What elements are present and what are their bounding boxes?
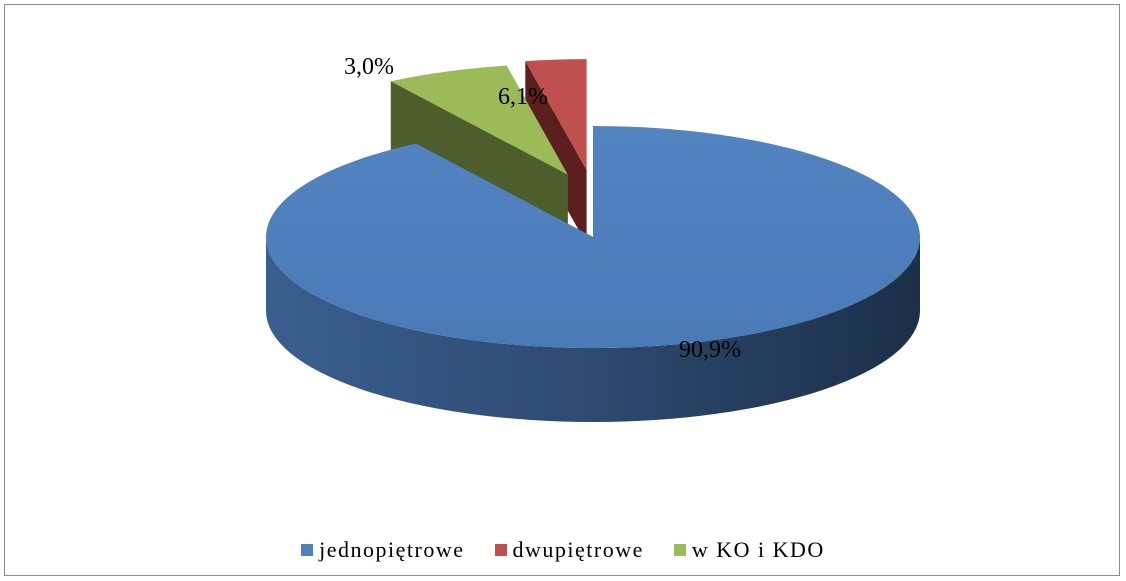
legend-swatch <box>673 544 686 556</box>
legend-label: dwupiętrowe <box>512 537 644 562</box>
slice-jednopietrowe-side <box>266 237 920 422</box>
slice-dwupietrowe-top <box>525 59 587 171</box>
legend-item-jednopietrowe: jednopiętrowe <box>301 537 464 563</box>
slice-jednopietrowe <box>266 126 920 422</box>
slice-w-ko-i-kdo-top <box>390 65 568 175</box>
slice-dwupietrowe-wall-start <box>525 61 587 245</box>
legend-item-dwupietrowe: dwupiętrowe <box>494 537 644 563</box>
legend-swatch <box>301 544 314 556</box>
data-label-dwupietrowe: 3,0% <box>344 54 394 80</box>
legend-item-w-ko-i-kdo: w KO i KDO <box>673 537 825 563</box>
legend-label: jednopiętrowe <box>319 537 465 562</box>
slice-jednopietrowe-top <box>266 126 920 348</box>
data-label-w-ko-i-kdo: 6,1% <box>498 84 548 110</box>
chart-legend: jednopiętrowe dwupiętrowe w KO i KDO <box>0 537 1126 563</box>
slice-dwupietrowe <box>525 59 587 245</box>
legend-swatch <box>494 544 507 556</box>
data-label-jednopietrowe: 90,9% <box>679 337 741 363</box>
legend-label: w KO i KDO <box>691 537 825 562</box>
